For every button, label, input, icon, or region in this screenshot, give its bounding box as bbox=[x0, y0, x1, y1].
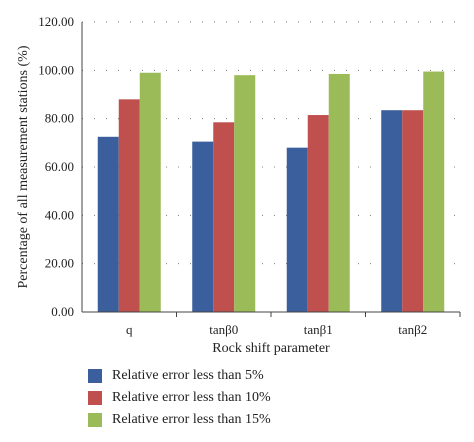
y-tick-label: 120.00 bbox=[38, 14, 74, 29]
legend-item: Relative error less than 5% bbox=[88, 366, 271, 386]
bar bbox=[213, 122, 235, 313]
legend-swatch-15pct bbox=[88, 413, 102, 427]
legend-label: Relative error less than 5% bbox=[112, 368, 264, 383]
legend-swatch-5pct bbox=[88, 369, 102, 383]
legend-swatch-10pct bbox=[88, 391, 102, 405]
y-tick-label: 40.00 bbox=[45, 207, 74, 222]
legend-item: Relative error less than 15% bbox=[88, 410, 271, 430]
bar-chart: 0.00 20.00 40.00 60.00 80.00 100.00 120.00 q ta… bbox=[16, 14, 461, 356]
x-tick-label: tanβ0 bbox=[209, 322, 238, 337]
y-axis-title: Percentage of all measurement stations (… bbox=[16, 45, 31, 288]
y-tick-label: 100.00 bbox=[38, 62, 74, 77]
bar bbox=[118, 99, 140, 312]
bar bbox=[381, 110, 403, 312]
bar bbox=[328, 73, 350, 312]
bar bbox=[423, 71, 445, 313]
y-tick-label: 20.00 bbox=[45, 256, 74, 271]
bar bbox=[234, 75, 256, 313]
legend-item: Relative error less than 10% bbox=[88, 388, 271, 408]
legend: Relative error less than 5% Relative err… bbox=[88, 366, 271, 432]
bar bbox=[192, 141, 214, 312]
x-tick-labels: q tanβ0 tanβ1 tanβ2 bbox=[126, 312, 461, 337]
legend-label: Relative error less than 10% bbox=[112, 390, 271, 405]
x-tick-label: q bbox=[126, 322, 133, 337]
x-tick-label: tanβ2 bbox=[398, 322, 427, 337]
bars bbox=[97, 71, 445, 313]
bar bbox=[307, 115, 329, 313]
bar bbox=[139, 72, 161, 312]
x-axis-title: Rock shift parameter bbox=[212, 341, 330, 356]
y-tick-label: 60.00 bbox=[45, 159, 74, 174]
y-tick-label: 0.00 bbox=[51, 304, 74, 319]
bar bbox=[286, 147, 308, 312]
bar bbox=[402, 110, 424, 312]
x-tick-label: tanβ1 bbox=[304, 322, 333, 337]
bar bbox=[97, 136, 119, 312]
legend-label: Relative error less than 15% bbox=[112, 412, 271, 427]
y-tick-label: 80.00 bbox=[45, 111, 74, 126]
y-tick-labels: 0.00 20.00 40.00 60.00 80.00 100.00 120.00 bbox=[38, 14, 74, 319]
